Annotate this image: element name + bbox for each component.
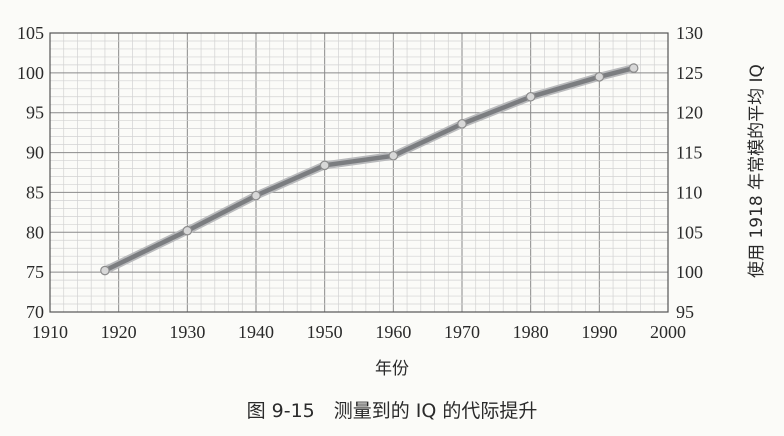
plot-frame bbox=[49, 32, 669, 313]
y-tick-label: 85 bbox=[26, 182, 44, 202]
y2-tick-label: 110 bbox=[676, 182, 702, 202]
y2-tick-label: 105 bbox=[676, 222, 703, 242]
x-tick-label: 1950 bbox=[307, 322, 343, 342]
y-tick-label: 80 bbox=[26, 222, 44, 242]
axes bbox=[49, 32, 669, 313]
data-points bbox=[100, 63, 639, 276]
y-tick-label: 100 bbox=[17, 63, 44, 83]
y2-tick-labels: 95 100 105 110 115 120 125 130 bbox=[676, 23, 703, 322]
y2-tick-label: 120 bbox=[676, 103, 703, 123]
y2-axis-title: 使用 1918 年常模的平均 IQ bbox=[746, 64, 767, 278]
x-tick-label: 2000 bbox=[650, 322, 686, 342]
y-tick-label: 105 bbox=[17, 23, 44, 43]
data-point bbox=[525, 91, 536, 102]
x-tick-labels: 1910 1920 1930 1940 1950 1960 1970 1980 1990 2000 bbox=[32, 322, 686, 342]
x-tick-label: 1940 bbox=[238, 322, 274, 342]
data-point bbox=[319, 160, 330, 171]
data-point bbox=[388, 150, 399, 161]
data-point bbox=[100, 265, 110, 276]
y-tick-label: 75 bbox=[26, 262, 44, 282]
y-tick-label: 90 bbox=[26, 143, 44, 163]
x-axis-title: 年份 bbox=[375, 359, 409, 379]
x-tick-label: 1980 bbox=[513, 322, 549, 342]
x-tick-label: 1910 bbox=[32, 322, 68, 342]
figure-caption: 图 9-15 测量到的 IQ 的代际提升 bbox=[247, 400, 538, 422]
y-tick-labels: 70 75 80 85 90 95 100 105 bbox=[17, 23, 44, 322]
y-tick-label: 70 bbox=[26, 302, 44, 322]
x-tick-label: 1960 bbox=[375, 322, 411, 342]
y2-tick-label: 130 bbox=[676, 23, 703, 43]
x-tick-label: 1920 bbox=[101, 322, 137, 342]
data-point bbox=[182, 225, 193, 236]
x-tick-label: 1990 bbox=[581, 322, 617, 342]
y2-tick-label: 125 bbox=[676, 63, 703, 83]
y-tick-label: 95 bbox=[26, 103, 44, 123]
y2-tick-label: 115 bbox=[676, 143, 702, 163]
y2-tick-label: 100 bbox=[676, 262, 703, 282]
data-point bbox=[251, 190, 261, 201]
grid bbox=[49, 32, 669, 313]
data-point bbox=[628, 63, 639, 73]
data-point bbox=[457, 119, 467, 129]
y2-tick-label: 95 bbox=[676, 302, 694, 322]
x-tick-label: 1930 bbox=[169, 322, 205, 342]
data-point bbox=[594, 72, 605, 82]
x-tick-label: 1970 bbox=[444, 322, 480, 342]
